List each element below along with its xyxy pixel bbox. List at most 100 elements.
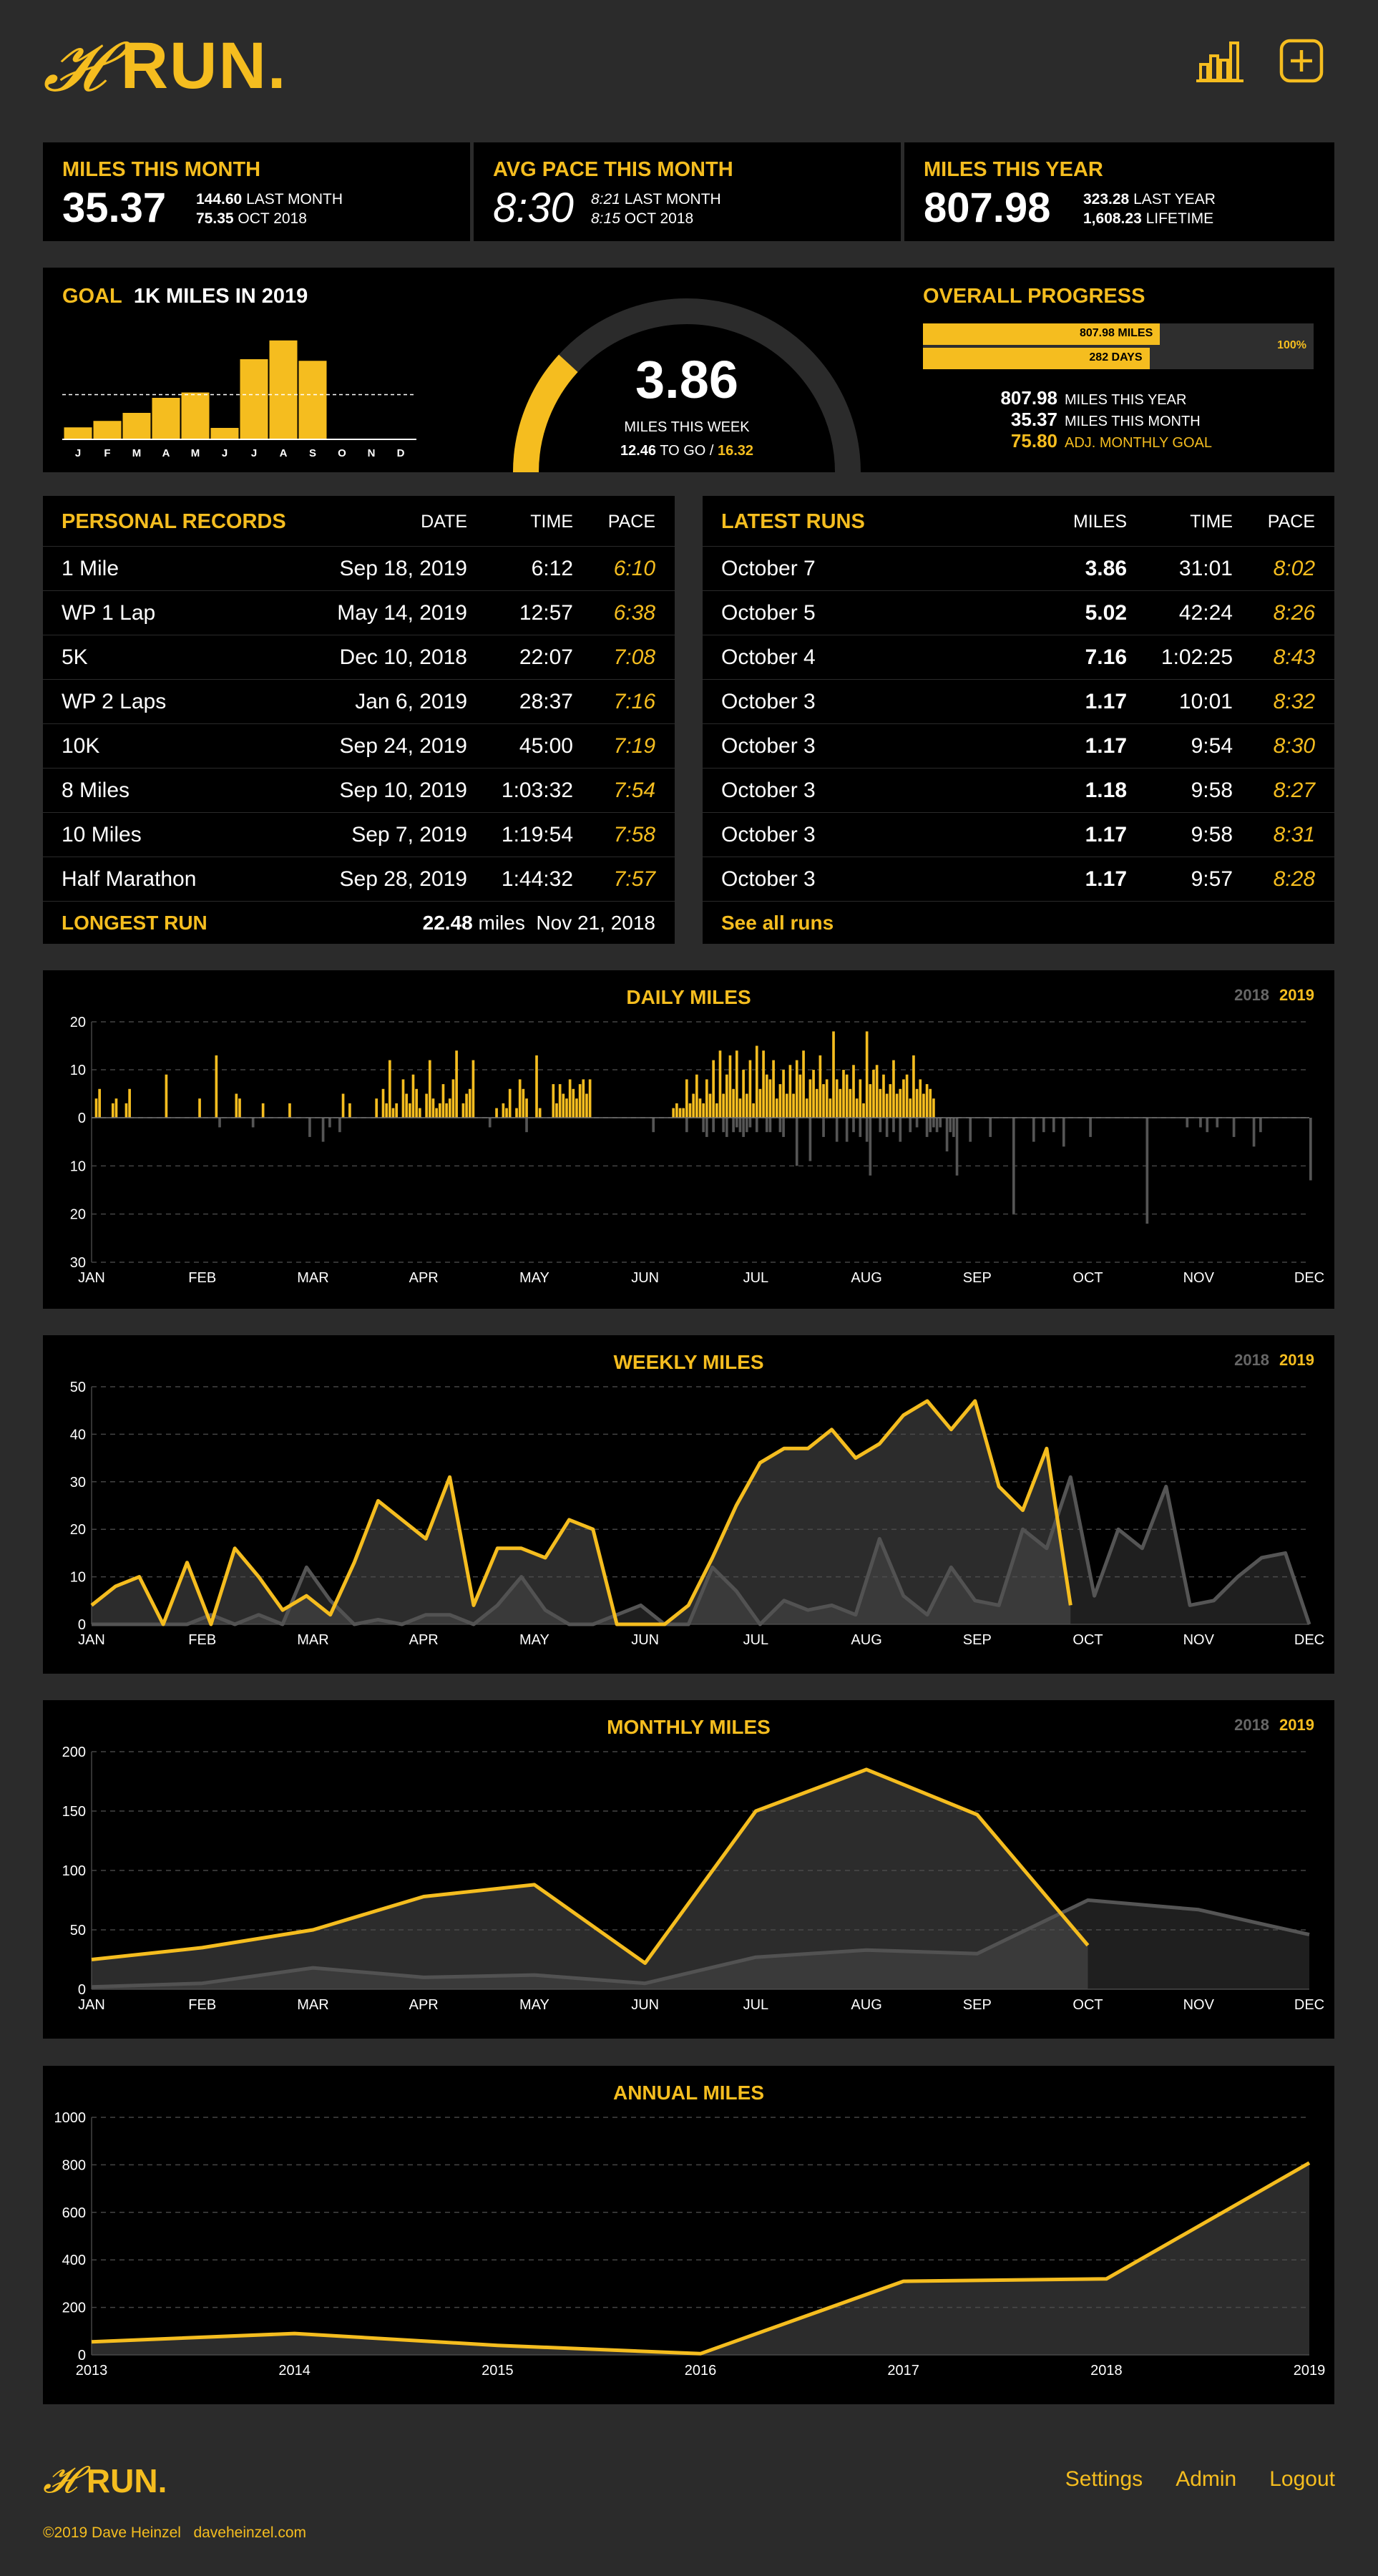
settings-link[interactable]: Settings xyxy=(1065,2467,1143,2491)
records-row[interactable]: 1 Mile Sep 18, 2019 6:12 6:10 xyxy=(43,546,675,590)
stat-sub-value: 144.60 xyxy=(196,191,243,208)
week-target: 16.32 xyxy=(717,443,754,459)
daily-bar-2019 xyxy=(875,1065,879,1118)
y-tick-label: 600 xyxy=(62,2205,86,2221)
records-row[interactable]: 8 Miles Sep 10, 2019 1:03:32 7:54 xyxy=(43,768,675,812)
legend-2019[interactable]: 2019 xyxy=(1279,1716,1314,1734)
stat-title: AVG PACE THIS MONTH xyxy=(493,158,733,181)
run-date: October 3 xyxy=(721,734,816,758)
add-icon[interactable] xyxy=(1279,39,1324,83)
copyright: ©2019 Dave Heinzel daveheinzel.com xyxy=(43,2524,306,2542)
run-row[interactable]: October 3 1.17 9:57 8:28 xyxy=(703,857,1334,901)
run-row[interactable]: October 3 1.17 9:54 8:30 xyxy=(703,723,1334,768)
records-row[interactable]: 5K Dec 10, 2018 22:07 7:08 xyxy=(43,635,675,679)
daily-bar-2019 xyxy=(198,1098,201,1118)
goal-month-bar xyxy=(151,397,181,440)
daily-bar-2019 xyxy=(835,1079,839,1118)
daily-bar-2018 xyxy=(939,1118,942,1128)
month-tick-label: OCT xyxy=(1072,1632,1103,1648)
legend-2018[interactable]: 2018 xyxy=(1234,1716,1270,1734)
daily-bar-2019 xyxy=(819,1055,822,1118)
week-to-go: 12.46 xyxy=(620,443,657,459)
stat-avg-pace: AVG PACE THIS MONTH 8:30 8:21 LAST MONTH… xyxy=(474,142,901,241)
records-row[interactable]: 10K Sep 24, 2019 45:00 7:19 xyxy=(43,723,675,768)
record-time: 6:12 xyxy=(531,557,573,580)
goal-month-label: N xyxy=(368,447,376,459)
y-tick-label: 30 xyxy=(70,1475,86,1491)
daily-bar-2019 xyxy=(688,1103,692,1118)
run-row[interactable]: October 3 1.17 10:01 8:32 xyxy=(703,679,1334,723)
footer-logo[interactable]: 𝓗 RUN. xyxy=(43,2459,167,2502)
month-tick-label: JUL xyxy=(743,1270,769,1286)
daily-bar-2019 xyxy=(518,1079,522,1118)
progress-line-label: MILES THIS MONTH xyxy=(1065,414,1201,429)
daily-bar-2018 xyxy=(702,1118,705,1133)
longest-run-value: 22.48 xyxy=(422,912,473,934)
daily-bar-2019 xyxy=(755,1045,758,1118)
daily-bar-2018 xyxy=(251,1118,255,1128)
site-link[interactable]: daveheinzel.com xyxy=(193,2524,307,2541)
daily-bar-2018 xyxy=(778,1118,782,1133)
run-time: 31:01 xyxy=(1178,557,1233,580)
logout-link[interactable]: Logout xyxy=(1269,2467,1335,2491)
run-time: 9:57 xyxy=(1191,867,1233,891)
daily-bar-2019 xyxy=(558,1084,562,1118)
legend-2018[interactable]: 2018 xyxy=(1234,986,1270,1004)
legend-2019[interactable]: 2019 xyxy=(1279,1351,1314,1369)
daily-bar-2019 xyxy=(808,1079,812,1118)
daily-bar-2019 xyxy=(778,1084,782,1118)
daily-bar-2018 xyxy=(768,1118,772,1133)
daily-bar-2018 xyxy=(955,1118,959,1176)
daily-bar-2019 xyxy=(438,1103,441,1118)
y-tick-label: 200 xyxy=(62,2301,86,2316)
col-header-pace: PACE xyxy=(1267,512,1315,532)
daily-bar-2018 xyxy=(949,1118,952,1133)
run-row[interactable]: October 7 3.86 31:01 8:02 xyxy=(703,546,1334,590)
run-pace: 8:28 xyxy=(1273,867,1315,891)
daily-bar-2018 xyxy=(1206,1118,1209,1133)
run-date: October 7 xyxy=(721,557,816,580)
run-miles: 7.16 xyxy=(1085,645,1127,669)
daily-bar-2018 xyxy=(705,1118,708,1137)
bar-chart-icon[interactable] xyxy=(1196,39,1243,83)
record-time: 1:44:32 xyxy=(501,867,573,891)
legend-2018[interactable]: 2018 xyxy=(1234,1351,1270,1369)
see-all-runs-link[interactable]: See all runs xyxy=(721,912,834,934)
daily-bar-2018 xyxy=(952,1118,955,1137)
run-date: October 5 xyxy=(721,601,816,625)
daily-bar-2019 xyxy=(869,1084,872,1118)
daily-bar-2019 xyxy=(522,1088,525,1118)
records-row[interactable]: WP 2 Laps Jan 6, 2019 28:37 7:16 xyxy=(43,679,675,723)
daily-bar-2019 xyxy=(732,1088,735,1118)
daily-bar-2018 xyxy=(899,1118,902,1142)
daily-bar-2019 xyxy=(859,1079,862,1118)
legend-2019[interactable]: 2019 xyxy=(1279,986,1314,1004)
daily-bar-2019 xyxy=(515,1108,518,1118)
daily-bar-2018 xyxy=(1089,1118,1092,1137)
month-tick-label: AUG xyxy=(851,1270,881,1286)
daily-bar-2018 xyxy=(879,1118,882,1133)
daily-bar-2019 xyxy=(718,1050,722,1118)
app-logo[interactable]: 𝓗 RUN. xyxy=(43,29,287,104)
run-row[interactable]: October 4 7.16 1:02:25 8:43 xyxy=(703,635,1334,679)
daily-bar-2019 xyxy=(385,1103,389,1118)
record-date: Sep 7, 2019 xyxy=(351,823,467,847)
daily-bar-2019 xyxy=(708,1093,712,1118)
records-row[interactable]: Half Marathon Sep 28, 2019 1:44:32 7:57 xyxy=(43,857,675,901)
run-row[interactable]: October 3 1.18 9:58 8:27 xyxy=(703,768,1334,812)
daily-bar-2018 xyxy=(755,1118,758,1133)
daily-bar-2018 xyxy=(929,1118,932,1133)
stat-sub-label: LIFETIME xyxy=(1145,210,1214,227)
daily-bar-2019 xyxy=(562,1093,565,1118)
records-row[interactable]: WP 1 Lap May 14, 2019 12:57 6:38 xyxy=(43,590,675,635)
admin-link[interactable]: Admin xyxy=(1176,2467,1237,2491)
records-row[interactable]: 10 Miles Sep 7, 2019 1:19:54 7:58 xyxy=(43,812,675,857)
run-row[interactable]: October 3 1.17 9:58 8:31 xyxy=(703,812,1334,857)
daily-bar-2018 xyxy=(1232,1118,1236,1137)
run-row[interactable]: October 5 5.02 42:24 8:26 xyxy=(703,590,1334,635)
y-tick-label: 400 xyxy=(62,2253,86,2268)
daily-bar-2019 xyxy=(845,1074,849,1118)
stat-value: 8:30 xyxy=(493,185,574,231)
goal-month-bar xyxy=(268,339,298,440)
stat-sub-label: OCT 2018 xyxy=(624,210,694,227)
